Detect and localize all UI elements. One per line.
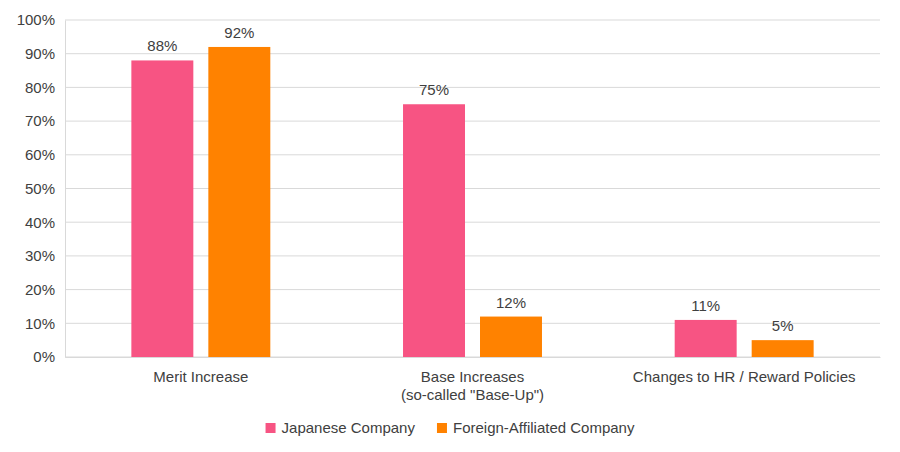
- y-tick: 0%: [33, 348, 65, 365]
- y-tick-label: 0%: [33, 348, 55, 365]
- y-tick: 50%: [25, 180, 65, 197]
- y-tick: 70%: [25, 112, 65, 129]
- y-tick-label: 50%: [25, 180, 55, 197]
- y-tick: 30%: [25, 247, 65, 264]
- bar: [480, 317, 542, 357]
- y-tick-label: 30%: [25, 247, 55, 264]
- bar: [131, 60, 193, 357]
- bar: [403, 104, 465, 357]
- bars: [131, 47, 813, 357]
- y-tick: 40%: [25, 214, 65, 231]
- chart: 0% 10% 20% 30% 40% 50% 60% 70% 80% 90% 100% Merit I…: [0, 0, 900, 452]
- bar: [208, 47, 270, 357]
- y-tick-label: 100%: [17, 11, 55, 28]
- legend-swatch: [437, 423, 447, 433]
- bar: [752, 340, 814, 357]
- y-axis: 0% 10% 20% 30% 40% 50% 60% 70% 80% 90% 100%: [17, 11, 66, 365]
- legend-swatch: [266, 423, 276, 433]
- x-tick-label: Base Increases(so-called "Base-Up"): [401, 368, 544, 403]
- data-label: 92%: [224, 24, 254, 41]
- y-axis-line: [65, 21, 66, 358]
- y-tick-label: 60%: [25, 146, 55, 163]
- legend-label: Foreign-Affiliated Company: [453, 419, 635, 436]
- y-tick: 100%: [17, 11, 65, 28]
- data-label: 88%: [147, 37, 177, 54]
- y-tick: 10%: [25, 315, 65, 332]
- y-tick: 20%: [25, 281, 65, 298]
- bar: [675, 320, 737, 357]
- y-tick-label: 40%: [25, 214, 55, 231]
- data-label: 11%: [691, 297, 720, 314]
- grid-line: [65, 20, 880, 21]
- legend-label: Japanese Company: [282, 419, 416, 436]
- grid-line: [65, 53, 880, 54]
- grid: [65, 20, 880, 357]
- x-axis: Merit Increase Base Increases(so-called "…: [66, 357, 881, 403]
- data-label: 75%: [419, 81, 449, 98]
- y-tick-label: 80%: [25, 79, 55, 96]
- y-tick: 80%: [25, 79, 65, 96]
- y-tick-label: 10%: [25, 315, 55, 332]
- x-tick: Base Increases(so-called "Base-Up"): [401, 357, 544, 403]
- y-tick: 90%: [25, 45, 65, 62]
- y-tick-label: 90%: [25, 45, 55, 62]
- data-labels: 88% 75% 11% 92% 12% 5%: [147, 24, 793, 334]
- x-tick: Changes to HR / Reward Policies: [633, 357, 856, 385]
- x-tick-label: Changes to HR / Reward Policies: [633, 368, 856, 385]
- x-tick-label: Merit Increase: [153, 368, 248, 385]
- legend-item: Japanese Company: [266, 419, 416, 436]
- y-tick-label: 20%: [25, 281, 55, 298]
- x-axis-line: [66, 357, 881, 358]
- data-label: 5%: [772, 317, 794, 334]
- legend: Japanese Company Foreign-Affiliated Compa…: [266, 419, 635, 436]
- x-tick: Merit Increase: [153, 357, 248, 385]
- y-tick-label: 70%: [25, 112, 55, 129]
- y-tick: 60%: [25, 146, 65, 163]
- data-label: 12%: [496, 294, 526, 311]
- legend-item: Foreign-Affiliated Company: [437, 419, 635, 436]
